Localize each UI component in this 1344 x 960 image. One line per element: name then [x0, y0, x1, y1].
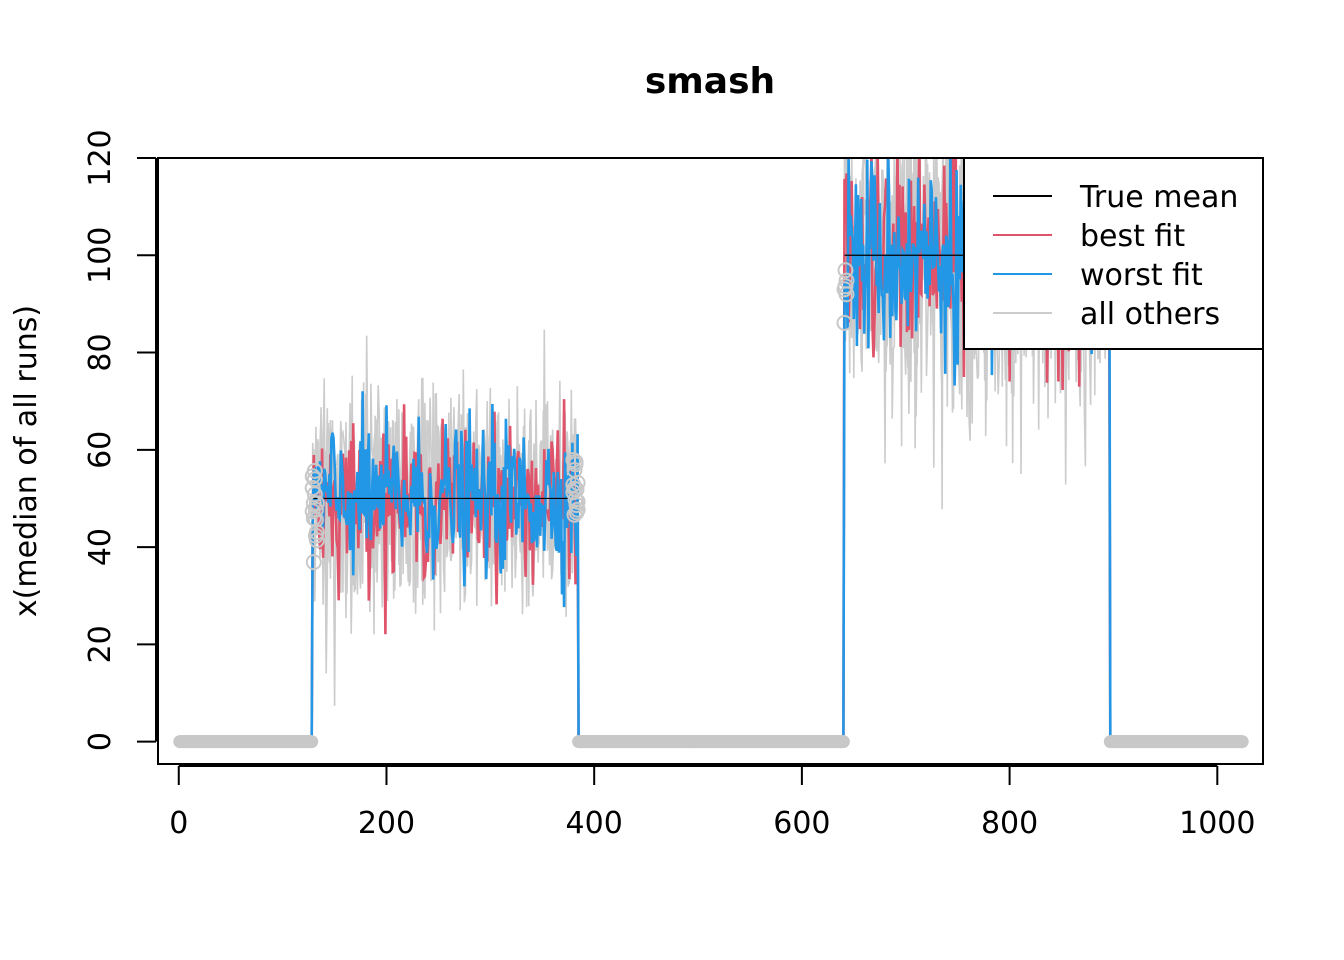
y-tick-label: 80	[83, 333, 118, 371]
plot-frame	[157, 157, 1264, 765]
series-line-all-others	[179, 158, 1243, 743]
legend-box	[963, 157, 1264, 350]
data-point	[307, 511, 324, 528]
data-point	[306, 486, 323, 503]
y-tick-label: 40	[83, 528, 118, 566]
y-tick-label: 100	[83, 227, 118, 284]
data-point	[568, 481, 585, 498]
data-point	[1235, 735, 1249, 749]
data-point	[306, 462, 323, 479]
y-tick-label: 0	[83, 732, 118, 751]
data-point	[569, 501, 586, 518]
y-tick-label: 20	[83, 625, 118, 663]
legend-label: True mean	[1079, 180, 1238, 215]
x-tick-label: 800	[981, 806, 1038, 841]
data-point	[305, 735, 319, 749]
data-point	[308, 532, 325, 549]
y-axis: 0 20 40 60 80 100 120	[83, 129, 157, 751]
data-point	[307, 501, 324, 518]
data-point	[569, 474, 586, 491]
legend-label: all others	[1080, 297, 1220, 332]
data-point	[837, 278, 854, 295]
y-tick-label: 60	[83, 431, 118, 469]
legend-label: worst fit	[1080, 258, 1203, 293]
x-tick-label: 200	[358, 806, 415, 841]
legend-label: best fit	[1080, 219, 1185, 254]
data-point	[837, 262, 854, 279]
data-point	[836, 314, 853, 331]
x-tick-label: 400	[566, 806, 623, 841]
plot-area	[179, 158, 1243, 743]
x-tick-label: 1000	[1179, 806, 1255, 841]
chart-title: smash	[645, 61, 775, 102]
data-point	[567, 491, 584, 508]
data-point	[308, 524, 325, 541]
y-tick-label: 120	[83, 129, 118, 186]
data-point	[567, 453, 584, 470]
data-point	[305, 554, 322, 571]
x-tick-label: 600	[773, 806, 830, 841]
data-point	[836, 735, 850, 749]
y-axis-title: x(median of all runs)	[9, 305, 44, 617]
data-point	[308, 495, 325, 512]
legend: True mean best fit worst fit all others	[963, 157, 1264, 350]
data-point	[569, 493, 586, 510]
data-point	[838, 272, 855, 289]
data-point	[306, 471, 323, 488]
x-tick-label: 0	[169, 806, 188, 841]
points-layer	[173, 262, 1249, 749]
x-axis: 0 200 400 600 800 1000	[169, 765, 1255, 841]
